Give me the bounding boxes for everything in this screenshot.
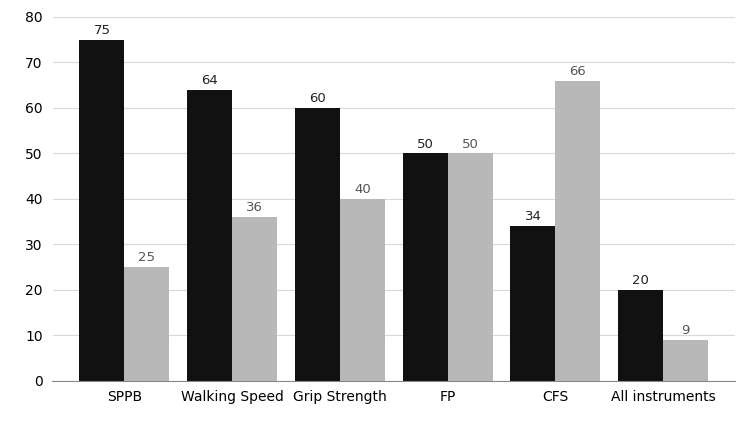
- Bar: [511, 226, 556, 381]
- Bar: [124, 267, 170, 381]
- Text: 36: 36: [246, 201, 263, 214]
- Bar: [556, 80, 600, 381]
- Text: 9: 9: [682, 324, 690, 337]
- Text: 40: 40: [354, 183, 370, 196]
- Bar: [295, 108, 340, 381]
- Text: 50: 50: [417, 137, 434, 151]
- Text: 66: 66: [569, 65, 586, 78]
- Bar: [232, 217, 277, 381]
- Text: 25: 25: [138, 251, 155, 264]
- Bar: [448, 154, 493, 381]
- Bar: [340, 199, 385, 381]
- Bar: [663, 340, 708, 381]
- Text: 64: 64: [201, 74, 218, 87]
- Text: 34: 34: [524, 210, 542, 223]
- Bar: [618, 290, 663, 381]
- Bar: [188, 90, 232, 381]
- Bar: [80, 40, 124, 381]
- Text: 50: 50: [462, 137, 478, 151]
- Text: 20: 20: [632, 274, 650, 287]
- Text: 60: 60: [309, 92, 326, 105]
- Text: 75: 75: [94, 24, 110, 37]
- Bar: [403, 154, 448, 381]
